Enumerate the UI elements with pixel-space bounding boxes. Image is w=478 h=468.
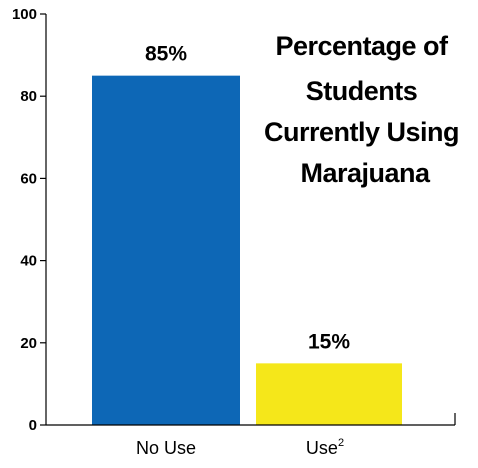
- y-tick-label-0: 0: [29, 417, 37, 434]
- bar-use: [256, 363, 402, 425]
- y-tick-label-20: 20: [20, 335, 37, 352]
- data-label-use: 15%: [308, 330, 350, 353]
- data-label-no-use: 85%: [145, 43, 187, 66]
- x-tick-label-no-use: No Use: [136, 438, 196, 458]
- plot-area: 85% No Use 15% Use2 0 20 40 60 80 100: [12, 6, 456, 458]
- y-tick-label-60: 60: [20, 170, 37, 187]
- y-tick-label-80: 80: [20, 88, 37, 105]
- chart-title-line-2: Students: [306, 76, 418, 106]
- bar-no-use: [92, 75, 240, 426]
- y-tick-label-40: 40: [20, 253, 37, 270]
- chart-title-line-1: Percentage of: [275, 31, 449, 61]
- chart-title-line-4: Marajuana: [300, 158, 431, 188]
- y-tick-label-100: 100: [12, 6, 37, 23]
- chart-title-line-3: Currently Using: [264, 117, 459, 147]
- x-tick-superscript: 2: [338, 437, 344, 449]
- x-tick-label-use: Use2: [306, 437, 344, 458]
- chart-title: Percentage of Students Currently Using M…: [264, 31, 466, 188]
